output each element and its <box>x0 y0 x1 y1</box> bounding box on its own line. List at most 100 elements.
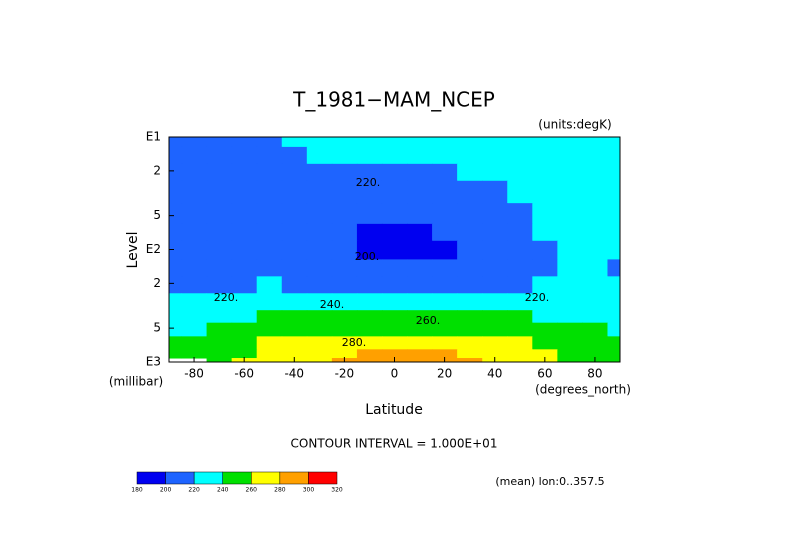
contour-cell <box>356 146 383 165</box>
contour-cell <box>231 322 258 337</box>
contour-cell <box>482 322 508 337</box>
colorbar-label: 240 <box>217 487 229 494</box>
contour-cell <box>381 276 408 294</box>
contour-cell <box>181 180 208 204</box>
x-tick-label: 0 <box>391 367 399 381</box>
contour-cell <box>256 163 283 182</box>
contour-cell <box>356 203 383 225</box>
contour-cell <box>169 203 183 225</box>
contour-cell <box>407 336 433 350</box>
contour-cell <box>507 180 533 204</box>
contour-cell <box>331 163 358 182</box>
contour-cell <box>507 203 533 225</box>
contour-cell <box>407 293 433 311</box>
contour-cell <box>281 336 308 350</box>
contour-cell <box>607 310 621 324</box>
contour-cell <box>231 203 258 225</box>
contour-cell <box>356 276 383 294</box>
contour-cell <box>356 322 383 337</box>
contour-cell <box>169 349 183 359</box>
contour-cell <box>407 223 433 242</box>
contour-cell <box>281 322 308 337</box>
contour-cell <box>407 310 433 324</box>
contour-cell <box>457 293 483 311</box>
x-tick-label: -60 <box>234 367 254 381</box>
contour-cell <box>557 336 583 350</box>
contour-cell <box>256 358 283 363</box>
contour-cell <box>381 310 408 324</box>
contour-label: 220. <box>525 291 550 304</box>
contour-cell <box>582 203 608 225</box>
contour-cell <box>407 137 433 148</box>
contour-cell <box>381 259 408 277</box>
colorbar-swatch <box>222 471 252 485</box>
contour-cell <box>532 322 558 337</box>
y-tick-label: 2 <box>153 276 161 290</box>
contour-cell <box>457 223 483 242</box>
colorbar-swatch <box>165 471 195 485</box>
contour-cell <box>306 180 333 204</box>
contour-cell <box>482 310 508 324</box>
contour-cell <box>507 358 533 363</box>
contour-cell <box>281 163 308 182</box>
contour-cell <box>256 310 283 324</box>
colorbar-swatch <box>308 471 338 485</box>
contour-cell <box>256 336 283 350</box>
contour-cell <box>306 310 333 324</box>
contour-cell <box>306 163 333 182</box>
contour-cell <box>507 240 533 260</box>
contour-cell <box>281 349 308 359</box>
contour-cell <box>432 259 458 277</box>
contour-cell <box>181 276 208 294</box>
contour-cell <box>607 146 621 165</box>
contour-cell <box>206 310 233 324</box>
contour-cell <box>231 223 258 242</box>
contour-cell <box>582 137 608 148</box>
contour-cell <box>407 203 433 225</box>
contour-cell <box>356 180 383 204</box>
contour-cell <box>607 180 621 204</box>
contour-cell <box>256 349 283 359</box>
contour-cell <box>532 146 558 165</box>
contour-cell <box>381 203 408 225</box>
contour-cell <box>356 240 383 260</box>
contour-cell <box>256 137 283 148</box>
contour-cell <box>607 293 621 311</box>
contour-cell <box>457 349 483 359</box>
contour-cell <box>582 240 608 260</box>
contour-cell <box>206 240 233 260</box>
contour-cell <box>432 310 458 324</box>
contour-cell <box>607 322 621 337</box>
contour-cell <box>356 293 383 311</box>
contour-cell <box>557 310 583 324</box>
contour-cell <box>582 293 608 311</box>
contour-cell <box>169 223 183 242</box>
contour-cell <box>507 276 533 294</box>
contour-label: 280. <box>342 336 367 349</box>
contour-cell <box>306 293 333 311</box>
contour-cell <box>356 163 383 182</box>
contour-cell <box>607 276 621 294</box>
contour-cell <box>507 310 533 324</box>
contour-cell <box>432 137 458 148</box>
contour-label: 220. <box>214 291 239 304</box>
colorbar-label: 220 <box>188 487 200 494</box>
contour-cell <box>231 310 258 324</box>
contour-cell <box>169 240 183 260</box>
contour-cell <box>206 293 233 311</box>
contour-cell <box>381 349 408 359</box>
contour-cell <box>281 293 308 311</box>
contour-cell <box>582 322 608 337</box>
contour-cell <box>181 240 208 260</box>
contour-cell <box>231 180 258 204</box>
contour-cell <box>256 276 283 294</box>
contour-label: 200. <box>355 250 380 263</box>
contour-cell <box>407 163 433 182</box>
y-tick-label: 2 <box>153 163 161 177</box>
contour-cell <box>206 180 233 204</box>
contour-cell <box>181 146 208 165</box>
y-tick-label: 5 <box>153 208 161 222</box>
contour-cell <box>281 180 308 204</box>
contour-cell <box>306 322 333 337</box>
contour-cell <box>432 180 458 204</box>
